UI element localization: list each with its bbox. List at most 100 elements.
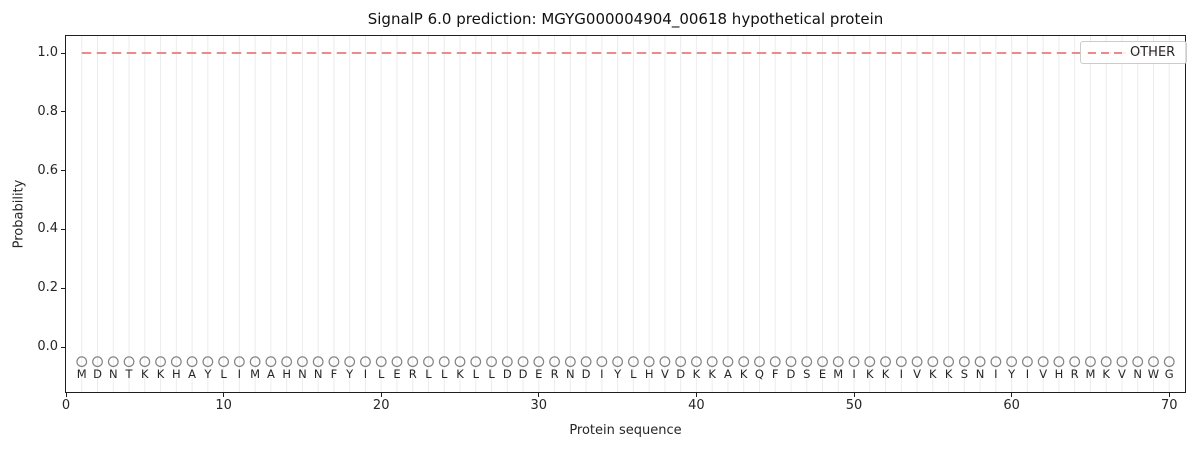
- svg-text:N: N: [314, 367, 323, 381]
- x-tick-mark: [853, 393, 855, 397]
- svg-text:K: K: [141, 367, 149, 381]
- svg-text:L: L: [473, 367, 480, 381]
- x-tick-mark: [538, 393, 540, 397]
- svg-text:R: R: [1071, 367, 1079, 381]
- svg-text:E: E: [819, 367, 826, 381]
- svg-text:T: T: [125, 367, 134, 381]
- svg-text:Q: Q: [755, 367, 764, 381]
- y-tick-mark: [61, 111, 65, 113]
- svg-text:N: N: [566, 367, 575, 381]
- svg-text:D: D: [503, 367, 512, 381]
- legend-label-other: OTHER: [1130, 45, 1176, 60]
- svg-text:L: L: [488, 367, 495, 381]
- svg-text:V: V: [913, 367, 921, 381]
- svg-text:A: A: [267, 367, 275, 381]
- y-tick-mark: [61, 287, 65, 289]
- svg-text:L: L: [441, 367, 448, 381]
- svg-text:K: K: [882, 367, 890, 381]
- svg-text:D: D: [582, 367, 591, 381]
- svg-text:N: N: [298, 367, 307, 381]
- chart-title: SignalP 6.0 prediction: MGYG000004904_00…: [367, 10, 884, 28]
- svg-text:I: I: [900, 367, 903, 381]
- svg-text:A: A: [724, 367, 732, 381]
- svg-text:K: K: [1102, 367, 1110, 381]
- svg-text:V: V: [1118, 367, 1126, 381]
- y-tick-mark: [61, 170, 65, 172]
- y-tick-label: 0.2: [37, 280, 58, 296]
- y-tick-label: 0.8: [37, 103, 58, 119]
- svg-text:S: S: [803, 367, 810, 381]
- svg-text:E: E: [535, 367, 542, 381]
- svg-text:I: I: [600, 367, 603, 381]
- svg-text:I: I: [364, 367, 367, 381]
- svg-text:S: S: [961, 367, 968, 381]
- svg-text:N: N: [109, 367, 118, 381]
- svg-text:I: I: [1026, 367, 1029, 381]
- svg-text:V: V: [1039, 367, 1047, 381]
- svg-text:R: R: [551, 367, 559, 381]
- svg-text:H: H: [645, 367, 654, 381]
- svg-text:W: W: [1148, 367, 1159, 381]
- svg-text:Y: Y: [1007, 367, 1016, 381]
- y-axis-label: Probability: [11, 179, 27, 249]
- y-tick-label: 0.6: [37, 162, 58, 178]
- residue-markers: [76, 356, 1175, 368]
- svg-text:L: L: [630, 367, 637, 381]
- svg-text:D: D: [787, 367, 796, 381]
- svg-text:L: L: [220, 367, 227, 381]
- svg-text:V: V: [661, 367, 669, 381]
- svg-text:E: E: [393, 367, 400, 381]
- x-tick-label: 0: [61, 398, 71, 413]
- svg-text:R: R: [409, 367, 417, 381]
- legend-dashed-line-sample: [1088, 51, 1122, 54]
- svg-text:N: N: [976, 367, 985, 381]
- x-tick-label: 60: [1003, 398, 1020, 413]
- svg-text:Y: Y: [203, 367, 212, 381]
- svg-text:G: G: [1165, 367, 1174, 381]
- svg-text:F: F: [772, 367, 779, 381]
- x-tick-mark: [1168, 393, 1170, 397]
- svg-text:D: D: [519, 367, 528, 381]
- x-tick-label: 50: [845, 398, 863, 413]
- svg-text:M: M: [1085, 367, 1095, 381]
- y-tick-mark: [61, 346, 65, 348]
- x-tick-mark: [65, 393, 67, 397]
- svg-text:L: L: [378, 367, 385, 381]
- svg-text:H: H: [282, 367, 291, 381]
- svg-text:D: D: [93, 367, 102, 381]
- svg-text:M: M: [833, 367, 843, 381]
- x-axis-label: Protein sequence: [569, 423, 682, 438]
- svg-text:K: K: [740, 367, 748, 381]
- y-tick-label: 0.4: [37, 221, 58, 237]
- svg-text:F: F: [331, 367, 338, 381]
- svg-text:Y: Y: [345, 367, 354, 381]
- gridlines: [81, 36, 1170, 392]
- svg-text:H: H: [1055, 367, 1064, 381]
- svg-text:K: K: [693, 367, 701, 381]
- svg-text:M: M: [250, 367, 260, 381]
- x-tick-mark: [1011, 393, 1013, 397]
- svg-text:K: K: [157, 367, 165, 381]
- legend: OTHER: [1080, 41, 1187, 64]
- svg-text:L: L: [425, 367, 432, 381]
- x-tick-label: 30: [530, 398, 548, 413]
- svg-text:K: K: [708, 367, 716, 381]
- y-tick-mark: [61, 228, 65, 230]
- x-tick-mark: [223, 393, 225, 397]
- svg-text:D: D: [676, 367, 685, 381]
- x-tick-mark: [695, 393, 697, 397]
- svg-text:I: I: [994, 367, 997, 381]
- x-tick-mark: [380, 393, 382, 397]
- svg-text:K: K: [929, 367, 937, 381]
- svg-text:A: A: [188, 367, 196, 381]
- x-tick-label: 70: [1160, 398, 1178, 413]
- svg-text:I: I: [238, 367, 241, 381]
- svg-text:K: K: [866, 367, 874, 381]
- svg-text:K: K: [945, 367, 953, 381]
- x-tick-label: 20: [372, 398, 390, 413]
- svg-text:I: I: [852, 367, 855, 381]
- y-tick-label: 1.0: [37, 45, 58, 60]
